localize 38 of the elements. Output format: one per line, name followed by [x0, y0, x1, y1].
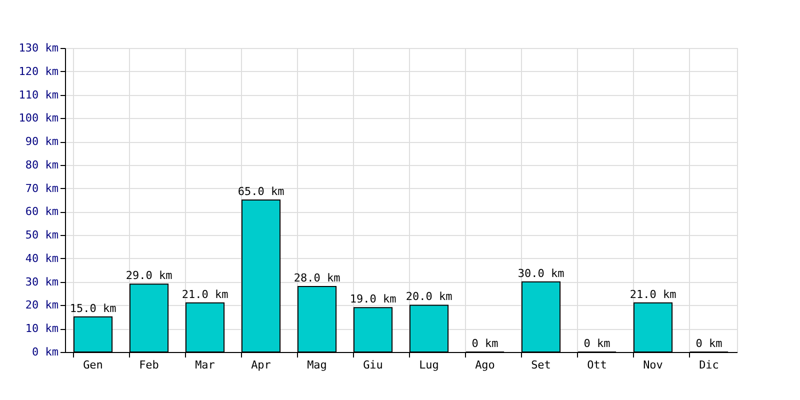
x-tick-label: Nov [643, 358, 664, 372]
y-tick-label: 40 km [25, 252, 59, 265]
x-tick-label: Set [531, 358, 551, 372]
data-label: 0 km [584, 337, 611, 350]
y-tick-label: 90 km [25, 135, 59, 148]
x-tick-label: Gen [83, 358, 103, 372]
y-tick-label: 130 km [18, 42, 59, 54]
data-label: 0 km [472, 337, 499, 350]
y-tick-label: 80 km [25, 158, 59, 172]
y-tick-label: 120 km [18, 64, 59, 78]
data-label: 19.0 km [350, 292, 397, 306]
x-tick-label: Mar [195, 358, 216, 372]
y-tick-label: 100 km [18, 112, 59, 125]
y-tick-label: 60 km [25, 205, 59, 218]
x-tick-label: Lug [419, 358, 439, 372]
y-tick-label: 70 km [25, 182, 59, 195]
data-label: 20.0 km [406, 290, 453, 304]
y-tick-label: 20 km [25, 298, 59, 312]
data-label: 21.0 km [630, 288, 677, 301]
data-label: 15.0 km [70, 302, 117, 315]
y-tick-label: 30 km [25, 275, 59, 288]
data-label: 28.0 km [294, 272, 341, 285]
y-tick-label: 50 km [25, 228, 59, 242]
x-tick-label: Ago [475, 358, 495, 372]
x-tick-label: Mag [307, 358, 327, 372]
x-tick-label: Dic [699, 358, 719, 372]
y-tick-label: 10 km [25, 322, 59, 336]
data-label: 30.0 km [518, 266, 565, 280]
data-label: 29.0 km [126, 269, 173, 282]
x-tick-label: Ott [587, 358, 607, 372]
x-tick-label: Feb [139, 358, 159, 372]
data-label: 21.0 km [182, 288, 229, 301]
y-tick-label: 0 km [32, 346, 59, 358]
y-tick-label: 110 km [18, 88, 59, 102]
x-tick-label: Giu [363, 358, 383, 372]
data-label: 65.0 km [238, 185, 285, 198]
x-tick-label: Apr [251, 358, 272, 372]
data-label: 0 km [696, 337, 723, 350]
